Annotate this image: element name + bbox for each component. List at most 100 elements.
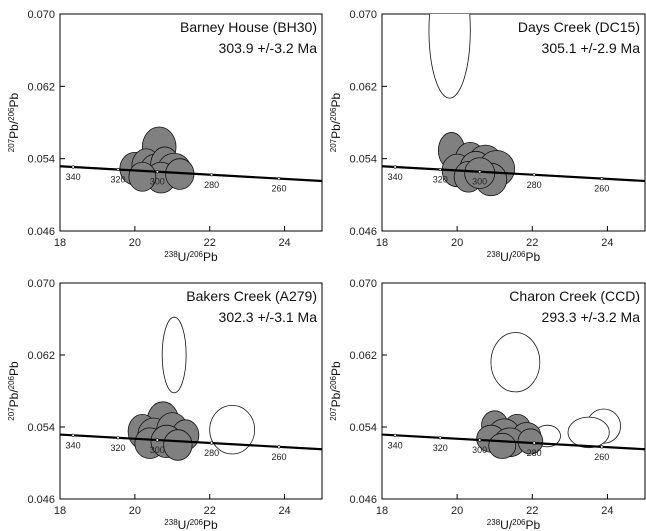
data-area <box>60 316 322 461</box>
filled-error-ellipse <box>163 429 193 461</box>
x-tick-label: 22 <box>526 505 538 517</box>
x-tick-label: 22 <box>526 237 538 249</box>
y-tick-label: 0.046 <box>349 494 377 506</box>
age-label: 300 <box>150 177 165 187</box>
age-label: 340 <box>66 172 81 182</box>
age-marker <box>155 170 159 174</box>
x-tick-label: 22 <box>204 505 216 517</box>
chart-subtitle: 302.3 +/-3.1 Ma <box>219 309 318 325</box>
y-tick-label: 0.054 <box>27 422 55 434</box>
open-error-ellipse <box>209 405 256 455</box>
age-label: 300 <box>150 445 165 455</box>
chart-subtitle: 293.3 +/-3.2 Ma <box>542 309 641 325</box>
age-label: 300 <box>472 445 487 455</box>
y-tick-label: 0.054 <box>349 154 377 166</box>
open-error-ellipse <box>490 332 541 393</box>
age-marker <box>209 441 214 445</box>
x-axis-label: 238U/206Pb <box>487 250 541 264</box>
y-tick-label: 0.070 <box>27 9 55 21</box>
y-tick-label: 0.054 <box>27 154 55 166</box>
age-marker <box>116 167 120 172</box>
y-axis-label: 207Pb/206Pb <box>7 92 21 152</box>
age-marker <box>600 176 604 181</box>
x-tick-label: 18 <box>54 237 66 249</box>
x-axis-label: 238U/206Pb <box>164 518 218 531</box>
age-marker <box>600 445 604 449</box>
x-axis-label: 238U/206Pb <box>487 518 541 531</box>
chart-title: Days Creek (DC15) <box>518 19 640 35</box>
y-tick-label: 0.070 <box>349 278 377 290</box>
x-tick-label: 24 <box>601 505 613 517</box>
age-label: 260 <box>594 452 609 462</box>
data-area <box>382 332 645 459</box>
y-tick-label: 0.062 <box>27 81 55 93</box>
age-marker <box>393 165 397 169</box>
age-marker <box>393 433 397 437</box>
age-label: 260 <box>594 184 609 194</box>
y-tick-label: 0.046 <box>27 494 55 506</box>
x-axis-label: 238U/206Pb <box>164 250 218 264</box>
age-marker <box>71 433 75 437</box>
chart-subtitle: 303.9 +/-3.2 Ma <box>219 40 318 56</box>
x-tick-label: 18 <box>54 505 66 517</box>
age-marker <box>532 173 536 177</box>
y-tick-label: 0.054 <box>349 422 377 434</box>
plot-frame <box>59 282 323 500</box>
y-tick-label: 0.070 <box>27 278 55 290</box>
open-error-ellipse <box>428 14 471 99</box>
chart-panel: 340 320 300 280 260 18 20 22 24 0.046 0.054 0.062 0.… <box>329 278 646 531</box>
x-tick-label: 20 <box>451 505 463 517</box>
age-marker <box>155 438 159 442</box>
chart-title: Charon Creek (CCD) <box>509 288 640 304</box>
age-marker <box>532 441 536 445</box>
age-marker <box>116 436 120 440</box>
chart-title: Barney House (BH30) <box>180 19 317 35</box>
age-label: 340 <box>388 440 403 450</box>
age-label: 280 <box>527 180 542 190</box>
age-label: 280 <box>204 180 219 190</box>
open-error-ellipse <box>567 416 610 449</box>
y-tick-label: 0.062 <box>349 81 377 93</box>
x-tick-label: 22 <box>204 237 216 249</box>
age-label: 320 <box>433 443 448 453</box>
age-label: 320 <box>110 175 125 185</box>
age-label: 280 <box>204 448 219 458</box>
x-tick-label: 24 <box>601 237 613 249</box>
age-marker <box>277 176 281 181</box>
open-error-ellipse <box>161 316 187 394</box>
age-label: 320 <box>110 443 125 453</box>
x-tick-label: 18 <box>376 237 388 249</box>
y-tick-label: 0.062 <box>27 350 55 362</box>
chart-panel: 340 320 300 280 260 18 20 22 24 0.046 0.054 0.062 0.… <box>7 9 323 264</box>
age-label: 260 <box>271 452 286 462</box>
age-marker <box>438 436 442 440</box>
plot-frame <box>381 282 646 500</box>
x-tick-label: 24 <box>278 505 290 517</box>
age-label: 340 <box>388 172 403 182</box>
data-area <box>382 14 645 197</box>
age-label: 280 <box>527 448 542 458</box>
age-label: 260 <box>271 184 286 194</box>
data-area <box>60 126 322 194</box>
y-axis-label: 207Pb/206Pb <box>329 92 343 152</box>
age-marker <box>71 165 75 169</box>
y-tick-label: 0.046 <box>27 226 55 238</box>
chart-panel: 340 320 300 280 260 18 20 22 24 0.046 0.054 0.062 0.… <box>7 278 323 531</box>
chart-title: Bakers Creek (A279) <box>186 288 317 304</box>
age-marker <box>438 167 442 172</box>
plot-frame <box>381 13 646 232</box>
plot-frame <box>59 13 323 232</box>
x-tick-label: 24 <box>278 237 290 249</box>
y-tick-label: 0.070 <box>349 9 377 21</box>
age-marker <box>478 170 482 174</box>
x-tick-label: 20 <box>451 237 463 249</box>
y-axis-label: 207Pb/206Pb <box>7 361 21 421</box>
y-axis-label: 207Pb/206Pb <box>329 361 343 421</box>
chart-subtitle: 305.1 +/-2.9 Ma <box>542 40 641 56</box>
age-marker <box>478 438 482 442</box>
age-label: 300 <box>472 177 487 187</box>
age-marker <box>277 445 281 449</box>
x-tick-label: 18 <box>376 505 388 517</box>
age-label: 320 <box>433 175 448 185</box>
